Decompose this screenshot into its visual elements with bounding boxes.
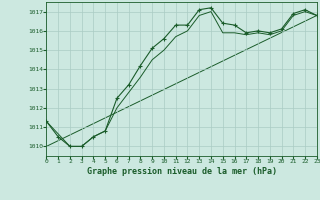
X-axis label: Graphe pression niveau de la mer (hPa): Graphe pression niveau de la mer (hPa) [87,167,276,176]
